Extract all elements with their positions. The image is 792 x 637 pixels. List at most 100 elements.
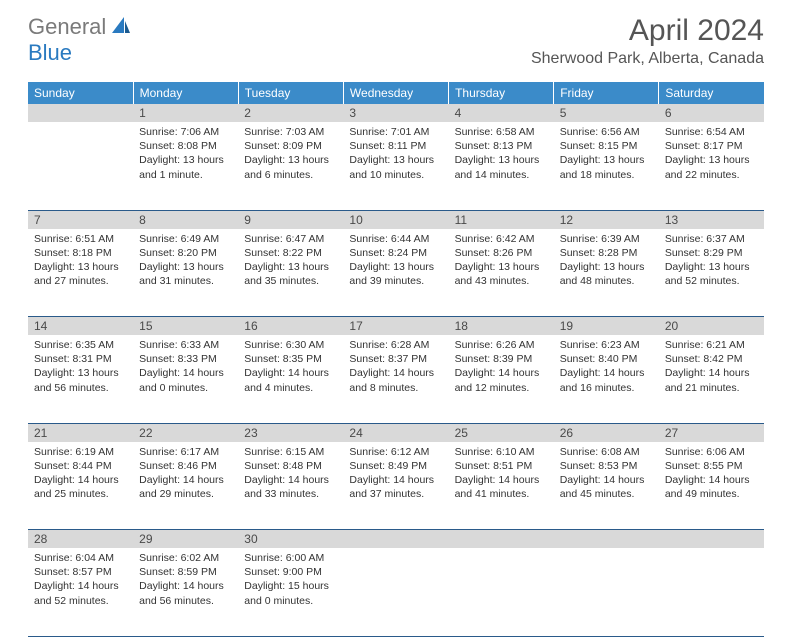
sunset-text: Sunset: 8:08 PM [139,139,232,153]
day-content-cell: Sunrise: 6:15 AMSunset: 8:48 PMDaylight:… [238,442,343,530]
day-content-cell: Sunrise: 6:19 AMSunset: 8:44 PMDaylight:… [28,442,133,530]
logo: General [28,14,134,40]
daylight-text: Daylight: 14 hours and 0 minutes. [139,366,232,394]
daylight-text: Daylight: 14 hours and 21 minutes. [665,366,758,394]
day-number-cell: 13 [659,210,764,229]
sunset-text: Sunset: 8:35 PM [244,352,337,366]
daylight-text: Daylight: 14 hours and 49 minutes. [665,473,758,501]
daylight-text: Daylight: 13 hours and 1 minute. [139,153,232,181]
day-number-cell [449,530,554,549]
calendar-body: 123456Sunrise: 7:06 AMSunset: 8:08 PMDay… [28,104,764,636]
title-block: April 2024 Sherwood Park, Alberta, Canad… [531,14,764,68]
day-content-cell: Sunrise: 6:49 AMSunset: 8:20 PMDaylight:… [133,229,238,317]
day-content-cell: Sunrise: 6:06 AMSunset: 8:55 PMDaylight:… [659,442,764,530]
day-number-cell: 1 [133,104,238,122]
weekday-header: Monday [133,82,238,104]
day-number-cell: 4 [449,104,554,122]
day-number-row: 78910111213 [28,210,764,229]
sunrise-text: Sunrise: 6:39 AM [560,232,653,246]
day-content-cell: Sunrise: 6:00 AMSunset: 9:00 PMDaylight:… [238,548,343,636]
sunrise-text: Sunrise: 6:51 AM [34,232,127,246]
sunrise-text: Sunrise: 7:01 AM [349,125,442,139]
daylight-text: Daylight: 14 hours and 37 minutes. [349,473,442,501]
day-number-cell: 12 [554,210,659,229]
day-number-cell: 16 [238,317,343,336]
day-content-cell: Sunrise: 6:21 AMSunset: 8:42 PMDaylight:… [659,335,764,423]
daylight-text: Daylight: 13 hours and 52 minutes. [665,260,758,288]
day-content-cell: Sunrise: 6:04 AMSunset: 8:57 PMDaylight:… [28,548,133,636]
day-number-cell: 22 [133,423,238,442]
day-number-cell: 2 [238,104,343,122]
daylight-text: Daylight: 13 hours and 6 minutes. [244,153,337,181]
sunrise-text: Sunrise: 6:35 AM [34,338,127,352]
daylight-text: Daylight: 13 hours and 39 minutes. [349,260,442,288]
sunrise-text: Sunrise: 6:49 AM [139,232,232,246]
sunset-text: Sunset: 8:18 PM [34,246,127,260]
sunrise-text: Sunrise: 6:30 AM [244,338,337,352]
day-content-cell [554,548,659,636]
sunset-text: Sunset: 8:22 PM [244,246,337,260]
sunset-text: Sunset: 8:15 PM [560,139,653,153]
sunrise-text: Sunrise: 6:37 AM [665,232,758,246]
sunrise-text: Sunrise: 6:00 AM [244,551,337,565]
sunrise-text: Sunrise: 6:47 AM [244,232,337,246]
day-number-cell: 21 [28,423,133,442]
sunset-text: Sunset: 8:39 PM [455,352,548,366]
sunrise-text: Sunrise: 6:56 AM [560,125,653,139]
weekday-header: Friday [554,82,659,104]
day-number-cell: 26 [554,423,659,442]
day-content-row: Sunrise: 7:06 AMSunset: 8:08 PMDaylight:… [28,122,764,210]
sunrise-text: Sunrise: 6:58 AM [455,125,548,139]
daylight-text: Daylight: 14 hours and 56 minutes. [139,579,232,607]
sunset-text: Sunset: 8:46 PM [139,459,232,473]
day-number-cell: 9 [238,210,343,229]
sunrise-text: Sunrise: 6:02 AM [139,551,232,565]
day-number-cell: 7 [28,210,133,229]
sunset-text: Sunset: 8:48 PM [244,459,337,473]
day-content-cell: Sunrise: 6:37 AMSunset: 8:29 PMDaylight:… [659,229,764,317]
daylight-text: Daylight: 14 hours and 33 minutes. [244,473,337,501]
day-number-row: 282930 [28,530,764,549]
day-content-cell: Sunrise: 6:33 AMSunset: 8:33 PMDaylight:… [133,335,238,423]
sunset-text: Sunset: 8:44 PM [34,459,127,473]
day-number-cell: 28 [28,530,133,549]
day-content-cell [659,548,764,636]
weekday-header: Thursday [449,82,554,104]
calendar-table: SundayMondayTuesdayWednesdayThursdayFrid… [28,82,764,637]
logo-text-part1: General [28,14,106,40]
sunrise-text: Sunrise: 7:03 AM [244,125,337,139]
daylight-text: Daylight: 13 hours and 43 minutes. [455,260,548,288]
sunset-text: Sunset: 8:57 PM [34,565,127,579]
sunset-text: Sunset: 8:49 PM [349,459,442,473]
day-content-cell: Sunrise: 6:10 AMSunset: 8:51 PMDaylight:… [449,442,554,530]
sunrise-text: Sunrise: 6:10 AM [455,445,548,459]
day-content-cell: Sunrise: 6:26 AMSunset: 8:39 PMDaylight:… [449,335,554,423]
sunrise-text: Sunrise: 6:08 AM [560,445,653,459]
day-content-cell: Sunrise: 6:12 AMSunset: 8:49 PMDaylight:… [343,442,448,530]
sunrise-text: Sunrise: 6:06 AM [665,445,758,459]
weekday-header-row: SundayMondayTuesdayWednesdayThursdayFrid… [28,82,764,104]
day-content-row: Sunrise: 6:35 AMSunset: 8:31 PMDaylight:… [28,335,764,423]
weekday-header: Saturday [659,82,764,104]
sunset-text: Sunset: 8:28 PM [560,246,653,260]
sunset-text: Sunset: 8:31 PM [34,352,127,366]
day-number-cell: 17 [343,317,448,336]
location-label: Sherwood Park, Alberta, Canada [531,50,764,68]
day-number-cell [659,530,764,549]
weekday-header: Sunday [28,82,133,104]
day-content-cell: Sunrise: 6:02 AMSunset: 8:59 PMDaylight:… [133,548,238,636]
daylight-text: Daylight: 13 hours and 48 minutes. [560,260,653,288]
sunrise-text: Sunrise: 6:19 AM [34,445,127,459]
sunrise-text: Sunrise: 6:44 AM [349,232,442,246]
day-content-cell: Sunrise: 6:47 AMSunset: 8:22 PMDaylight:… [238,229,343,317]
sunrise-text: Sunrise: 6:15 AM [244,445,337,459]
day-number-cell: 23 [238,423,343,442]
day-content-cell: Sunrise: 6:28 AMSunset: 8:37 PMDaylight:… [343,335,448,423]
day-number-cell: 10 [343,210,448,229]
day-number-cell: 25 [449,423,554,442]
day-number-row: 21222324252627 [28,423,764,442]
day-number-cell: 3 [343,104,448,122]
sunrise-text: Sunrise: 7:06 AM [139,125,232,139]
day-number-row: 14151617181920 [28,317,764,336]
daylight-text: Daylight: 13 hours and 56 minutes. [34,366,127,394]
